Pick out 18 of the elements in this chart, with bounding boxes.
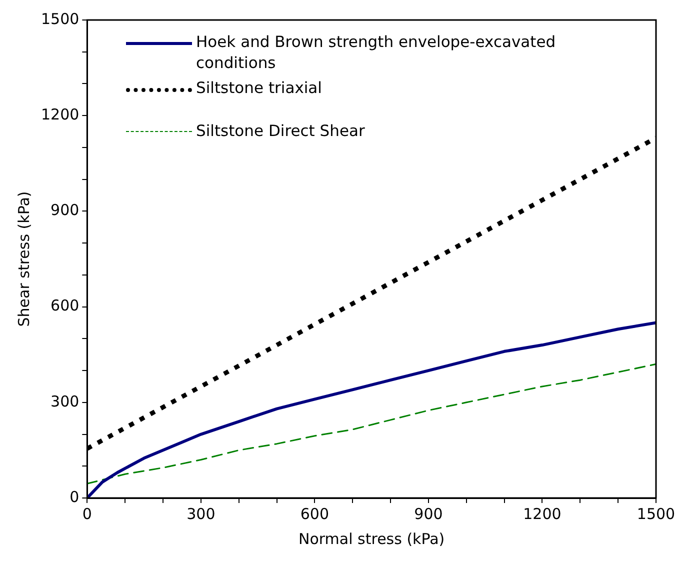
line-series	[87, 363, 656, 484]
x-tick-label: 900	[414, 504, 443, 523]
x-axis-title: Normal stress (kPa)	[298, 530, 445, 548]
x-tick-label: 600	[300, 504, 330, 523]
x-tick-label: 300	[186, 504, 216, 523]
y-axis-title: Shear stress (kPa)	[14, 191, 33, 327]
y-tick-label: 1500	[40, 10, 80, 28]
y-tick-label: 600	[50, 296, 80, 315]
legend-label: Siltstone Direct Shear	[196, 121, 365, 142]
legend-label: Hoek and Brown strength envelope-excavated conditions	[196, 32, 557, 74]
legend-label: Siltstone triaxial	[196, 78, 322, 99]
y-tick-label: 300	[50, 392, 80, 410]
x-tick-label: 1200	[523, 504, 562, 523]
x-tick-label: 1500	[636, 504, 676, 523]
y-tick-label: 900	[50, 201, 80, 220]
y-tick-label: 0	[70, 488, 80, 506]
y-tick-label: 1200	[40, 105, 80, 124]
x-tick-label: 0	[82, 504, 92, 523]
